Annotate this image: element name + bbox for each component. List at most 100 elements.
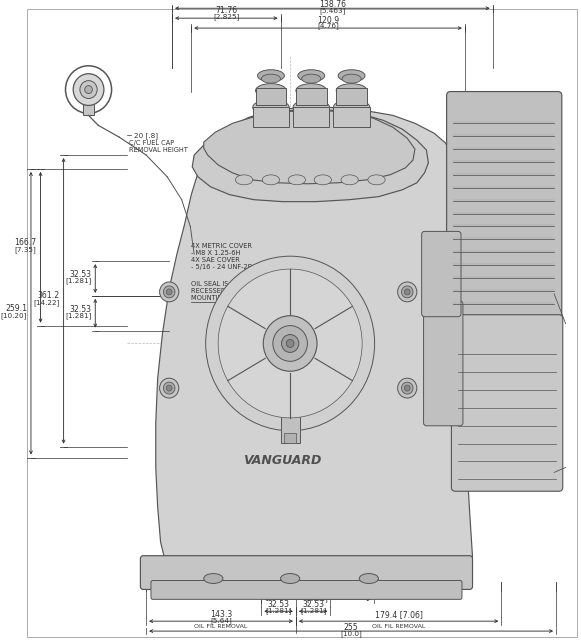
Text: 4X SAE COVER: 4X SAE COVER <box>191 257 240 263</box>
Circle shape <box>401 382 413 394</box>
Text: [5.64]: [5.64] <box>210 617 232 624</box>
Circle shape <box>286 340 294 347</box>
Circle shape <box>166 289 172 295</box>
Text: 71.76: 71.76 <box>215 6 238 15</box>
Circle shape <box>273 326 307 362</box>
Ellipse shape <box>281 574 300 583</box>
Text: RECESSED 4.75 FROM ±0.25: RECESSED 4.75 FROM ±0.25 <box>191 288 287 294</box>
FancyBboxPatch shape <box>151 581 462 599</box>
FancyBboxPatch shape <box>447 92 562 318</box>
Circle shape <box>206 256 375 431</box>
Text: VANGUARD: VANGUARD <box>243 454 322 467</box>
Text: 255: 255 <box>344 622 358 631</box>
Bar <box>293 108 329 128</box>
Ellipse shape <box>296 83 327 97</box>
Bar <box>256 88 286 105</box>
Text: 166.7: 166.7 <box>13 238 36 247</box>
Bar <box>336 88 367 105</box>
Text: METRIC COVER: METRIC COVER <box>457 355 507 362</box>
Ellipse shape <box>235 175 253 185</box>
Text: [3.48]: [3.48] <box>307 595 328 602</box>
Text: 88.3: 88.3 <box>309 588 326 597</box>
Text: MOUNTING SURFACE.: MOUNTING SURFACE. <box>191 295 262 301</box>
Text: 32.53: 32.53 <box>302 600 324 609</box>
Bar <box>253 108 289 128</box>
Circle shape <box>163 382 175 394</box>
Circle shape <box>166 385 172 391</box>
Text: REMOVAL HEIGHT: REMOVAL HEIGHT <box>129 147 188 153</box>
Bar <box>284 433 296 443</box>
Ellipse shape <box>288 175 306 185</box>
Circle shape <box>397 378 417 398</box>
Circle shape <box>263 316 317 371</box>
Ellipse shape <box>359 574 378 583</box>
FancyBboxPatch shape <box>451 315 563 491</box>
Text: 179.4 [7.06]: 179.4 [7.06] <box>375 610 422 619</box>
Ellipse shape <box>341 175 358 185</box>
Text: 4X METRIC COVER: 4X METRIC COVER <box>191 244 252 249</box>
FancyBboxPatch shape <box>424 301 463 426</box>
Text: [10.0]: [10.0] <box>340 631 362 637</box>
Text: 32.53: 32.53 <box>268 600 289 609</box>
Text: 120.9: 120.9 <box>317 15 339 24</box>
Circle shape <box>404 385 410 391</box>
Ellipse shape <box>336 83 367 97</box>
Text: [10.20]: [10.20] <box>1 312 27 319</box>
Ellipse shape <box>293 99 329 115</box>
Circle shape <box>404 289 410 295</box>
Bar <box>83 92 94 115</box>
Ellipse shape <box>256 83 286 97</box>
Text: OIL SEAL IS: OIL SEAL IS <box>191 281 229 287</box>
Ellipse shape <box>257 70 284 81</box>
Text: 361.2: 361.2 <box>38 292 60 301</box>
Text: [1.281]: [1.281] <box>300 607 327 613</box>
Circle shape <box>80 81 97 99</box>
Text: - M8 X 1.25-6H: - M8 X 1.25-6H <box>191 250 241 256</box>
Polygon shape <box>192 110 428 202</box>
Ellipse shape <box>298 70 325 81</box>
Text: [1.281]: [1.281] <box>65 312 91 319</box>
Text: 32.53: 32.53 <box>70 304 91 313</box>
Ellipse shape <box>204 574 223 583</box>
Text: [5.463]: [5.463] <box>319 7 346 13</box>
Text: 32.53: 32.53 <box>70 270 91 279</box>
Polygon shape <box>204 110 415 184</box>
Text: 143.3: 143.3 <box>210 610 232 619</box>
Text: [1.281]: [1.281] <box>65 277 91 284</box>
Text: 20 [.8]: 20 [.8] <box>134 132 157 138</box>
Circle shape <box>218 269 362 418</box>
Ellipse shape <box>302 74 321 83</box>
Circle shape <box>85 86 92 94</box>
Text: OIL FIL REMOVAL: OIL FIL REMOVAL <box>194 624 248 629</box>
Bar <box>296 88 327 105</box>
Circle shape <box>160 378 179 398</box>
Ellipse shape <box>261 74 281 83</box>
Ellipse shape <box>333 99 370 115</box>
Ellipse shape <box>253 99 289 115</box>
Text: [7.35]: [7.35] <box>14 246 36 253</box>
Text: SAE COVER: SAE COVER <box>457 369 495 375</box>
Text: [2.825]: [2.825] <box>213 13 239 20</box>
Polygon shape <box>148 108 472 574</box>
Ellipse shape <box>262 175 279 185</box>
Text: 138.76: 138.76 <box>319 0 346 9</box>
Text: - 5/16 - 24 UNF-2B: - 5/16 - 24 UNF-2B <box>191 264 253 270</box>
Circle shape <box>73 74 104 105</box>
Circle shape <box>282 335 299 353</box>
Ellipse shape <box>368 175 385 185</box>
Ellipse shape <box>342 74 361 83</box>
Text: - 5/16 - 24 UNF-2B: - 5/16 - 24 UNF-2B <box>457 376 518 382</box>
FancyBboxPatch shape <box>422 231 461 317</box>
Circle shape <box>397 282 417 302</box>
Text: C/C FUEL CAP: C/C FUEL CAP <box>129 140 174 146</box>
Text: OIL FIL REMOVAL: OIL FIL REMOVAL <box>372 624 425 629</box>
Text: [4.76]: [4.76] <box>317 22 339 29</box>
Bar <box>333 108 370 128</box>
Text: [14.22]: [14.22] <box>33 299 60 306</box>
Text: [1.281]: [1.281] <box>266 607 292 613</box>
Text: 259.1: 259.1 <box>5 304 27 313</box>
Circle shape <box>160 282 179 302</box>
Ellipse shape <box>338 70 365 81</box>
Text: - M8 X 1.25-6H: - M8 X 1.25-6H <box>457 362 507 369</box>
FancyBboxPatch shape <box>141 556 472 590</box>
